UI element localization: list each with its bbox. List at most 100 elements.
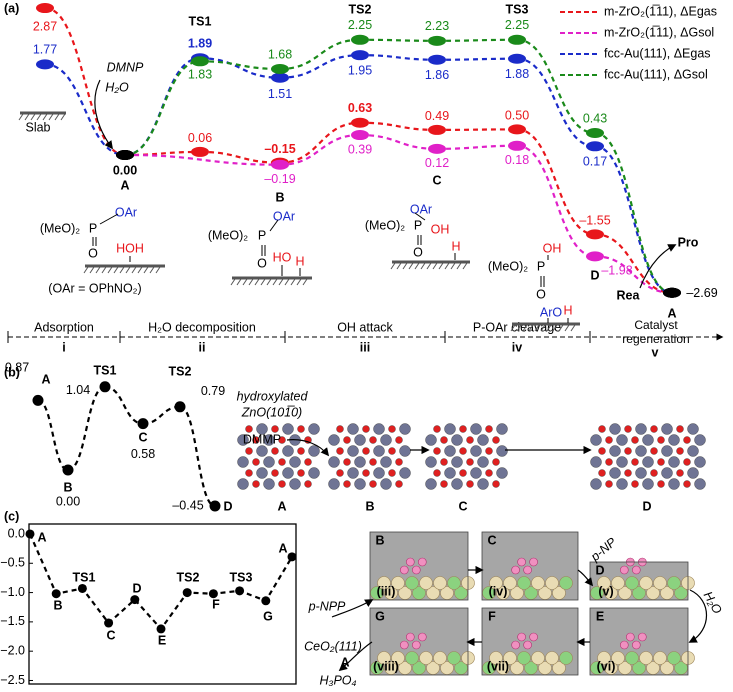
annotation: H [451,239,460,253]
atom [619,640,629,650]
panel-label: (c) [4,509,19,523]
atom [511,640,520,650]
annotation: P [537,259,545,273]
tile-step: (iv) [489,584,508,598]
atom [668,434,680,446]
atom [618,586,632,600]
value-label: 0.63 [348,101,372,115]
atom [590,434,602,446]
atom [590,456,602,468]
atom [308,445,320,457]
level-marker [137,418,149,430]
connector [359,133,438,150]
atom [616,456,628,468]
atom [433,425,441,433]
atom [496,445,508,457]
surface-hatch [402,262,408,270]
arrow [577,569,594,587]
phase-numeral: iv [512,340,522,354]
state-label: TS2 [177,570,200,584]
atom [496,467,508,479]
atom [289,456,301,468]
atom [590,661,604,675]
atom [271,425,279,433]
atom [369,480,377,488]
value-label: 1.83 [188,68,212,82]
atom [661,423,673,435]
surface-hatch [516,324,522,332]
value-label: 2.23 [425,19,449,33]
atom [398,586,412,600]
surface-hatch [119,266,125,274]
surface-hatch [462,262,468,270]
value-label: 2.25 [505,18,529,32]
atom [373,423,385,435]
atom [687,445,699,457]
atom [531,651,545,665]
atom [343,458,351,466]
atom [492,480,500,488]
atom [616,478,628,490]
atom [625,632,635,642]
atom [646,661,660,675]
atom [674,661,688,675]
atom [405,557,415,567]
surface-hatch [438,262,444,270]
atom [419,651,433,665]
annotation: P [414,218,422,232]
state-label: A [120,178,129,192]
connector [179,405,216,508]
atom [263,434,275,446]
atom [451,456,463,468]
surface-hatch [302,278,308,286]
level-marker [271,63,289,74]
atom [531,576,545,590]
atom [635,467,647,479]
level-marker [508,34,526,45]
point [182,588,192,598]
atom [444,445,456,457]
panel-label: (b) [4,365,20,379]
atom [451,434,463,446]
phase-name: OH attack [337,320,393,334]
atom [425,478,437,490]
atom [466,480,474,488]
connector [37,399,69,472]
level-marker [351,34,369,45]
value-label: 0.58 [131,447,155,461]
atom [411,565,421,575]
connector [359,54,438,61]
atom [517,651,531,665]
atom [694,434,706,446]
atom [447,651,461,665]
atom [538,586,552,600]
tile-label: B [375,533,384,547]
annotation: (OAr = OPhNO₂) [48,281,141,295]
legend-label: m-ZrO₂(1̅11), ΔGsol [604,25,714,39]
atom [237,478,249,490]
surface-hatch [414,262,420,270]
annotation: DMMP [243,432,281,446]
atom [661,445,673,457]
atom [485,447,493,455]
surface-hatch [24,113,30,121]
level-marker [62,464,74,476]
atom [459,447,467,455]
level-marker [32,394,44,406]
atom [263,456,275,468]
value-label: –0.15 [264,142,295,156]
atom [503,576,517,590]
annotation: H₃PO₄ [319,673,356,687]
atom [297,447,305,455]
atom [529,557,538,567]
connector [594,255,673,294]
phase-name: Catalyst regeneration [622,318,690,346]
surface-hatch [260,278,266,286]
atom [447,576,461,590]
connector [124,60,201,157]
atom [252,436,260,444]
annotation: OH [543,241,562,255]
connector [199,60,281,71]
annotation: DMNP [107,60,144,74]
